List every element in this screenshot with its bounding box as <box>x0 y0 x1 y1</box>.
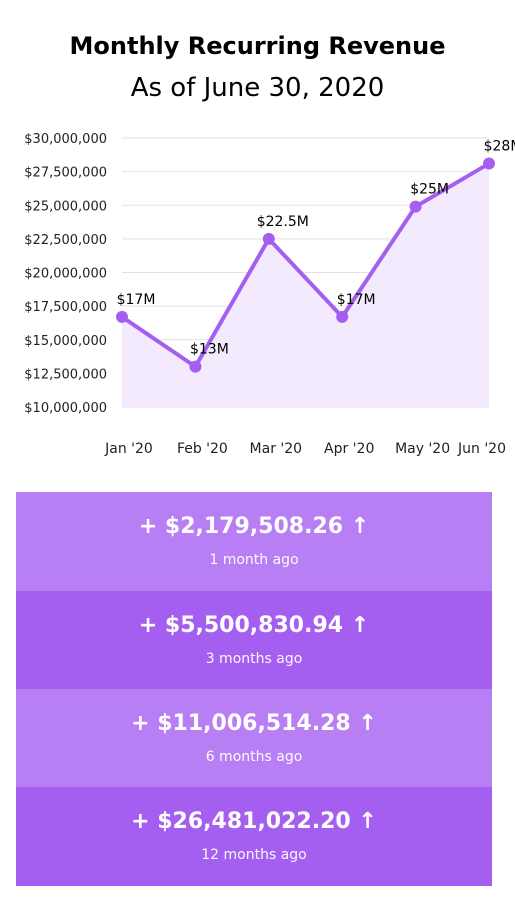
y-tick-label: $15,000,000 <box>24 334 107 349</box>
area-fill <box>122 163 489 407</box>
card-period: 12 months ago <box>201 847 307 863</box>
page-title: Monthly Recurring Revenue <box>69 32 446 60</box>
card-amount: + $5,500,830.94 ↑ <box>138 613 370 638</box>
y-tick-label: $30,000,000 <box>24 132 107 147</box>
data-label: $25M <box>410 182 449 198</box>
arrow-up-icon: ↑ <box>350 514 370 539</box>
chart-line <box>120 161 491 369</box>
data-label: $28M <box>484 139 515 155</box>
x-axis: Jan '20 Feb '20 Mar '20 Apr '20 May '20 Jun '… <box>104 441 506 457</box>
x-tick-label: May '20 <box>395 441 450 457</box>
data-point <box>262 232 275 245</box>
y-axis: $10,000,000 $12,500,000 $15,000,000 $17,500… <box>24 132 107 416</box>
data-point <box>409 200 422 213</box>
chart-area <box>122 163 489 407</box>
arrow-up-icon: ↑ <box>358 809 377 834</box>
change-card-1-month: + $2,179,508.26 ↑ 1 month ago <box>16 492 492 591</box>
series-line <box>120 161 491 369</box>
x-tick-label: Jun '20 <box>457 441 506 457</box>
change-card-12-months: + $26,481,022.20 ↑ 12 months ago <box>16 787 492 886</box>
x-tick-label: Jan '20 <box>104 441 153 457</box>
x-tick-label: Apr '20 <box>324 441 374 457</box>
card-amount: + $26,481,022.20 ↑ <box>131 809 377 834</box>
y-tick-label: $25,000,000 <box>24 199 107 214</box>
arrow-up-icon: ↑ <box>350 613 370 638</box>
page-subtitle: As of June 30, 2020 <box>130 73 385 103</box>
x-tick-label: Feb '20 <box>177 441 228 457</box>
y-tick-label: $17,500,000 <box>24 300 107 315</box>
data-point <box>189 360 202 373</box>
data-point <box>116 310 128 323</box>
data-label: $17M <box>117 292 156 308</box>
change-cards: + $2,179,508.26 ↑ 1 month ago + $5,500,8… <box>16 492 492 886</box>
data-label: $13M <box>190 342 229 358</box>
card-period: 3 months ago <box>205 651 303 667</box>
y-tick-label: $20,000,000 <box>24 267 107 282</box>
y-tick-label: $27,500,000 <box>24 166 107 181</box>
card-period: 6 months ago <box>205 749 303 765</box>
card-period: 1 month ago <box>209 552 299 568</box>
y-tick-label: $22,500,000 <box>24 233 107 248</box>
chart-points <box>116 157 495 373</box>
y-tick-label: $10,000,000 <box>24 401 107 416</box>
chart-data-labels: $17M $13M $22.5M $17M $25M $28M <box>117 139 515 358</box>
card-amount: + $11,006,514.28 ↑ <box>131 711 377 736</box>
mrr-area-chart: $10,000,000 $12,500,000 $15,000,000 $17,500… <box>24 132 515 457</box>
data-point <box>336 310 349 323</box>
data-label: $22.5M <box>257 214 309 230</box>
data-label: $17M <box>337 292 376 308</box>
change-card-6-months: + $11,006,514.28 ↑ 6 months ago <box>16 689 492 787</box>
y-tick-label: $12,500,000 <box>24 367 107 382</box>
x-tick-label: Mar '20 <box>250 441 303 457</box>
arrow-up-icon: ↑ <box>358 711 377 736</box>
card-amount: + $2,179,508.26 ↑ <box>138 514 370 539</box>
change-card-3-months: + $5,500,830.94 ↑ 3 months ago <box>16 591 492 689</box>
data-point <box>483 157 495 170</box>
